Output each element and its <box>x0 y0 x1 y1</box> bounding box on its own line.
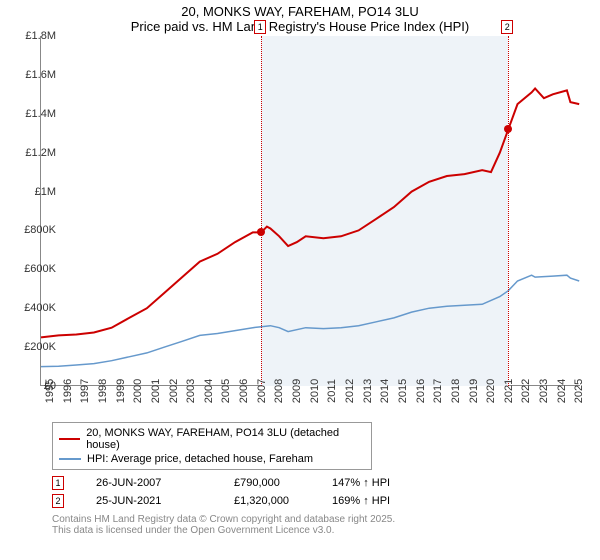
x-tick-label: 2003 <box>185 379 197 403</box>
x-tick-label: 2015 <box>397 379 409 403</box>
x-tick-label: 2000 <box>132 379 144 403</box>
legend-row: HPI: Average price, detached house, Fare… <box>59 452 365 466</box>
sales-table: 1 26-JUN-2007 £790,000 147% ↑ HPI 2 25-JUN-20… <box>52 474 600 510</box>
legend-label: 20, MONKS WAY, FAREHAM, PO14 3LU (detach… <box>86 427 365 451</box>
x-tick-label: 2020 <box>485 379 497 403</box>
x-tick-label: 2024 <box>556 379 568 403</box>
legend: 20, MONKS WAY, FAREHAM, PO14 3LU (detach… <box>52 422 372 470</box>
x-tick-label: 2001 <box>150 379 162 403</box>
sale-marker: 1 <box>52 476 64 490</box>
y-tick-label: £800K <box>24 224 56 236</box>
x-tick-label: 2006 <box>238 379 250 403</box>
y-tick-label: £1.4M <box>25 108 56 120</box>
attribution-line1: Contains HM Land Registry data © Crown c… <box>52 514 600 525</box>
marker-dot <box>257 228 265 236</box>
series-line <box>41 275 579 366</box>
y-tick-label: £1.8M <box>25 30 56 42</box>
legend-swatch <box>59 438 80 440</box>
x-tick-label: 2016 <box>415 379 427 403</box>
sale-hpi: 169% ↑ HPI <box>332 495 432 507</box>
sale-hpi: 147% ↑ HPI <box>332 477 432 489</box>
x-tick-label: 2025 <box>573 379 585 403</box>
x-tick-label: 2019 <box>468 379 480 403</box>
marker-line <box>261 36 262 386</box>
legend-swatch <box>59 458 81 460</box>
x-tick-label: 2021 <box>503 379 515 403</box>
x-tick-label: 2023 <box>538 379 550 403</box>
x-tick-label: 2013 <box>362 379 374 403</box>
y-tick-label: £1.6M <box>25 69 56 81</box>
y-tick-label: £400K <box>24 302 56 314</box>
x-tick-label: 2018 <box>450 379 462 403</box>
attribution: Contains HM Land Registry data © Crown c… <box>52 514 600 536</box>
marker-label: 2 <box>501 20 513 34</box>
attribution-line2: This data is licensed under the Open Gov… <box>52 525 600 536</box>
series-svg <box>41 36 581 386</box>
legend-label: HPI: Average price, detached house, Fare… <box>87 453 313 465</box>
x-tick-label: 2022 <box>520 379 532 403</box>
x-tick-label: 2012 <box>344 379 356 403</box>
x-tick-label: 1996 <box>62 379 74 403</box>
sale-row: 2 25-JUN-2021 £1,320,000 169% ↑ HPI <box>52 492 600 510</box>
plot-area <box>40 36 580 386</box>
x-tick-label: 1997 <box>79 379 91 403</box>
y-tick-label: £200K <box>24 341 56 353</box>
x-tick-label: 2005 <box>220 379 232 403</box>
sale-date: 26-JUN-2007 <box>96 477 226 489</box>
marker-line <box>508 36 509 386</box>
x-tick-label: 2014 <box>379 379 391 403</box>
sale-row: 1 26-JUN-2007 £790,000 147% ↑ HPI <box>52 474 600 492</box>
sale-marker: 2 <box>52 494 64 508</box>
legend-row: 20, MONKS WAY, FAREHAM, PO14 3LU (detach… <box>59 426 365 452</box>
y-tick-label: £600K <box>24 263 56 275</box>
marker-dot <box>504 125 512 133</box>
sale-date: 25-JUN-2021 <box>96 495 226 507</box>
marker-label: 1 <box>254 20 266 34</box>
x-tick-label: 1995 <box>44 379 56 403</box>
chart: 12 £0£200K£400K£600K£800K£1M£1.2M£1.4M£1… <box>40 36 600 416</box>
x-tick-label: 2010 <box>309 379 321 403</box>
x-tick-label: 2002 <box>168 379 180 403</box>
x-tick-label: 2007 <box>256 379 268 403</box>
y-tick-label: £1M <box>35 186 56 198</box>
x-tick-label: 2009 <box>291 379 303 403</box>
y-tick-label: £1.2M <box>25 147 56 159</box>
x-tick-label: 2017 <box>432 379 444 403</box>
x-tick-label: 1999 <box>115 379 127 403</box>
page-title: 20, MONKS WAY, FAREHAM, PO14 3LU <box>0 0 600 19</box>
x-tick-label: 2008 <box>273 379 285 403</box>
sale-price: £790,000 <box>234 477 324 489</box>
x-tick-label: 2011 <box>326 379 338 403</box>
x-tick-label: 1998 <box>97 379 109 403</box>
series-line <box>41 89 579 338</box>
sale-price: £1,320,000 <box>234 495 324 507</box>
x-tick-label: 2004 <box>203 379 215 403</box>
